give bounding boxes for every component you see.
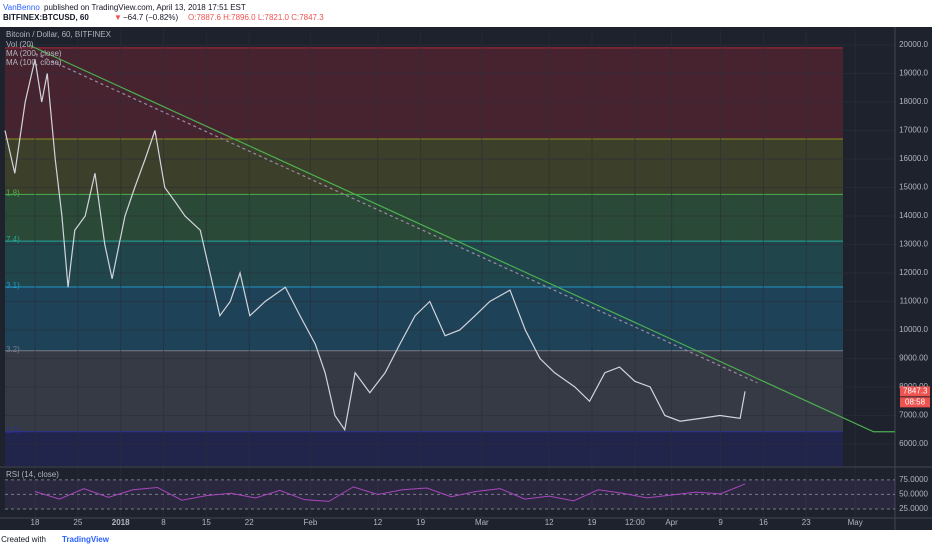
rsi-tick-label: 25.0000	[899, 504, 928, 513]
trendline	[28, 44, 895, 433]
x-tick-label: 8	[161, 518, 166, 527]
trendline	[34, 52, 758, 384]
x-tick-label: 12:00	[625, 518, 646, 527]
fib-band	[5, 350, 843, 432]
rsi-tick-label: 50.0000	[899, 490, 928, 499]
y-tick-label: 18000.0	[899, 97, 928, 106]
y-tick-label: 12000.0	[899, 268, 928, 277]
y-tick-label: 16000.0	[899, 154, 928, 163]
price-tag-bg	[900, 386, 930, 397]
footer-created: Created with	[1, 535, 46, 544]
x-tick-label: Apr	[665, 518, 678, 527]
x-tick-label: 12	[373, 518, 382, 527]
countdown: 08:58	[905, 397, 926, 406]
fib-label: 3.1)	[6, 281, 20, 290]
fib-label: 7.4)	[6, 235, 20, 244]
chart-title: Bitcoin / Dollar, 60, BITFINEX	[6, 30, 112, 39]
footer-brand[interactable]: TradingView	[62, 535, 110, 544]
published: published on TradingView.com, April 13, …	[44, 3, 246, 12]
x-tick-label: 19	[416, 518, 425, 527]
chart-bg	[0, 27, 932, 530]
x-tick-label: 12	[545, 518, 554, 527]
rsi-line	[34, 483, 746, 502]
author[interactable]: VanBenno	[3, 3, 40, 12]
indicator-label: MA (200, close)	[6, 49, 62, 58]
ohlc: O:7887.6 H:7896.0 L:7821.0 C:7847.3	[188, 13, 324, 22]
fib-band	[5, 431, 843, 466]
x-tick-label: 25	[73, 518, 82, 527]
countdown-bg	[900, 397, 930, 408]
x-tick-label: 22	[245, 518, 254, 527]
fib-band	[5, 241, 843, 287]
x-tick-label: Mar	[475, 518, 489, 527]
indicator-label: Vol (20)	[6, 40, 34, 49]
x-tick-label: Feb	[304, 518, 318, 527]
y-tick-label: 13000.0	[899, 240, 928, 249]
x-tick-label: 18	[31, 518, 40, 527]
fib-band	[5, 139, 843, 195]
price-tag: 7847.3	[903, 386, 928, 395]
fib-label: 1.7)	[6, 426, 20, 435]
y-tick-label: 11000.0	[900, 297, 929, 306]
fib-band	[5, 194, 843, 242]
change-arrow: ▼	[114, 13, 122, 22]
fib-band	[5, 286, 843, 351]
y-tick-label: 7000.00	[899, 411, 928, 420]
x-tick-label: 16	[759, 518, 768, 527]
x-tick-label: May	[848, 518, 863, 527]
x-tick-label: 15	[202, 518, 211, 527]
change: −64.7 (−0.82%)	[123, 13, 178, 22]
symbol: BITFINEX:BTCUSD, 60	[3, 13, 89, 22]
rsi-tick-label: 75.0000	[899, 475, 928, 484]
rsi-title: RSI (14, close)	[6, 470, 59, 479]
fib-band	[5, 47, 843, 140]
y-tick-label: 10000.0	[899, 325, 928, 334]
x-tick-label: 2018	[112, 518, 130, 527]
y-tick-label: 15000.0	[899, 183, 928, 192]
indicator-label: MA (100, close)	[6, 58, 62, 67]
y-tick-label: 20000.0	[899, 40, 928, 49]
y-tick-label: 9000.00	[899, 354, 928, 363]
price-line	[4, 59, 746, 432]
y-tick-label: 6000.00	[899, 439, 928, 448]
x-tick-label: 9	[718, 518, 723, 527]
y-tick-label: 17000.0	[899, 126, 928, 135]
x-tick-label: 19	[588, 518, 597, 527]
y-tick-label: 14000.0	[899, 211, 928, 220]
y-tick-label: 19000.0	[899, 69, 928, 78]
fib-label: 1.8)	[6, 188, 20, 197]
fib-label: 3.2)	[6, 345, 20, 354]
x-tick-label: 23	[802, 518, 811, 527]
